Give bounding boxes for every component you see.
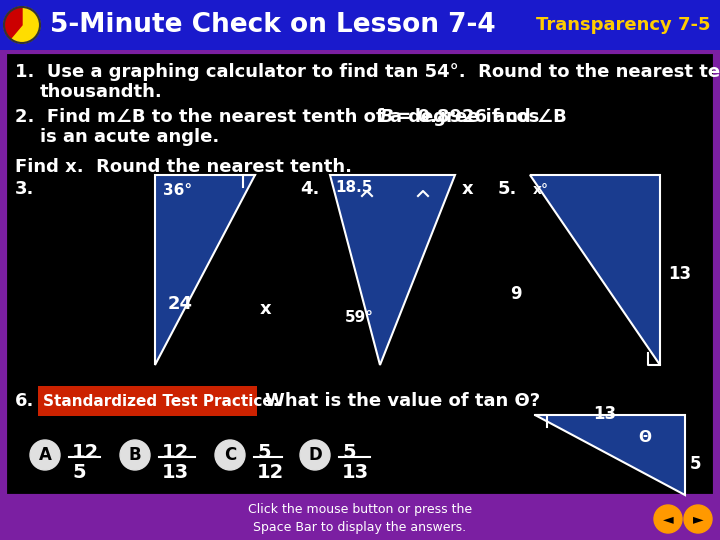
Text: 13: 13 bbox=[668, 265, 691, 283]
Text: 5: 5 bbox=[72, 463, 86, 482]
Circle shape bbox=[300, 440, 330, 470]
Text: Transparency 7-5: Transparency 7-5 bbox=[536, 16, 710, 34]
Text: Standardized Test Practice:: Standardized Test Practice: bbox=[43, 394, 279, 408]
Polygon shape bbox=[4, 7, 22, 39]
Text: 3.: 3. bbox=[15, 180, 35, 198]
Text: 5.: 5. bbox=[498, 180, 518, 198]
Text: 13: 13 bbox=[162, 463, 189, 482]
Text: 59°: 59° bbox=[345, 310, 374, 325]
Text: = 0.8926 and ∠B: = 0.8926 and ∠B bbox=[390, 108, 567, 126]
FancyBboxPatch shape bbox=[5, 52, 715, 496]
Polygon shape bbox=[535, 415, 685, 495]
Text: 5: 5 bbox=[342, 443, 356, 462]
Text: 6.: 6. bbox=[15, 392, 35, 410]
Text: 13: 13 bbox=[342, 463, 369, 482]
Text: 18.5: 18.5 bbox=[335, 180, 372, 195]
Circle shape bbox=[30, 440, 60, 470]
Text: Find x.  Round the nearest tenth.: Find x. Round the nearest tenth. bbox=[15, 158, 352, 176]
Text: 13: 13 bbox=[593, 405, 616, 423]
Circle shape bbox=[120, 440, 150, 470]
Polygon shape bbox=[330, 175, 455, 365]
Text: ◄: ◄ bbox=[662, 512, 673, 526]
Text: 4.: 4. bbox=[300, 180, 320, 198]
Text: 5: 5 bbox=[690, 455, 701, 473]
Text: A: A bbox=[39, 446, 51, 464]
Text: x: x bbox=[260, 300, 271, 318]
Text: B: B bbox=[380, 108, 394, 126]
Circle shape bbox=[684, 505, 712, 533]
Text: D: D bbox=[308, 446, 322, 464]
Text: 24: 24 bbox=[168, 295, 193, 313]
Text: B: B bbox=[129, 446, 141, 464]
Text: ►: ► bbox=[693, 512, 703, 526]
Circle shape bbox=[654, 505, 682, 533]
Text: 5-Minute Check on Lesson 7-4: 5-Minute Check on Lesson 7-4 bbox=[50, 12, 495, 38]
FancyBboxPatch shape bbox=[38, 386, 257, 416]
Text: x: x bbox=[462, 180, 474, 198]
Text: x°: x° bbox=[533, 183, 549, 197]
Text: Θ: Θ bbox=[638, 430, 651, 445]
Text: 12: 12 bbox=[72, 443, 99, 462]
Text: What is the value of tan Θ?: What is the value of tan Θ? bbox=[265, 392, 540, 410]
Text: Click the mouse button or press the
Space Bar to display the answers.: Click the mouse button or press the Spac… bbox=[248, 503, 472, 535]
Text: 2.  Find m∠B to the nearest tenth of a degree if cos: 2. Find m∠B to the nearest tenth of a de… bbox=[15, 108, 546, 126]
Polygon shape bbox=[155, 175, 255, 365]
Text: is an acute angle.: is an acute angle. bbox=[40, 128, 220, 146]
Text: 1.  Use a graphing calculator to find tan 54°.  Round to the nearest ten-: 1. Use a graphing calculator to find tan… bbox=[15, 63, 720, 81]
Text: 9: 9 bbox=[510, 285, 521, 303]
Text: C: C bbox=[224, 446, 236, 464]
Circle shape bbox=[215, 440, 245, 470]
Circle shape bbox=[4, 7, 40, 43]
Text: thousandth.: thousandth. bbox=[40, 83, 163, 101]
FancyBboxPatch shape bbox=[0, 0, 720, 50]
Text: 36°: 36° bbox=[163, 183, 192, 198]
Text: 12: 12 bbox=[257, 463, 284, 482]
Polygon shape bbox=[530, 175, 660, 365]
Text: 5: 5 bbox=[257, 443, 271, 462]
Text: 12: 12 bbox=[162, 443, 189, 462]
